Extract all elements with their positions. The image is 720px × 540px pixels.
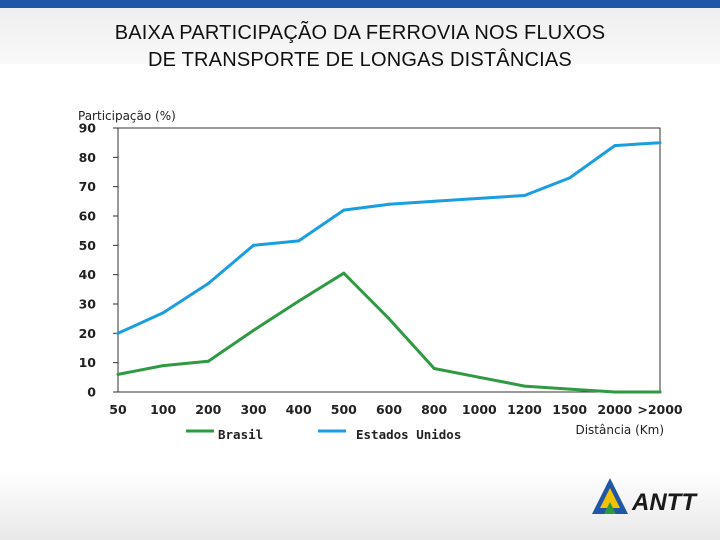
y-tick-label: 70 bbox=[79, 179, 97, 194]
x-tick-label: 800 bbox=[421, 402, 447, 417]
antt-logo: ANTT bbox=[590, 474, 702, 523]
legend-label: Estados Unidos bbox=[356, 427, 461, 442]
data-point-estados-unidos bbox=[568, 176, 572, 180]
data-point-brasil bbox=[432, 367, 436, 371]
data-point-brasil bbox=[252, 328, 255, 332]
data-point-estados-unidos bbox=[613, 144, 617, 148]
data-point-brasil bbox=[342, 271, 346, 275]
y-tick-label: 90 bbox=[79, 121, 97, 136]
data-point-brasil bbox=[297, 299, 301, 303]
data-point-brasil bbox=[568, 387, 572, 391]
y-tick-label: 60 bbox=[79, 209, 97, 224]
data-point-estados-unidos bbox=[658, 141, 662, 145]
data-point-estados-unidos bbox=[116, 331, 120, 335]
y-tick-label: 80 bbox=[79, 150, 97, 165]
data-point-brasil bbox=[523, 384, 526, 388]
logo-triangle-yellow bbox=[600, 488, 620, 508]
x-tick-label: 200 bbox=[195, 402, 221, 417]
slide-title-line-1: BAIXA PARTICIPAÇÃO DA FERROVIA NOS FLUXO… bbox=[114, 22, 606, 44]
data-point-estados-unidos bbox=[387, 202, 391, 206]
data-point-estados-unidos bbox=[161, 311, 165, 315]
data-point-brasil bbox=[206, 359, 210, 363]
x-tick-label: 1500 bbox=[552, 402, 587, 417]
x-tick-label: 400 bbox=[286, 402, 312, 417]
data-point-estados-unidos bbox=[523, 193, 526, 197]
logo-text: ANTT bbox=[631, 489, 698, 516]
slide-title-line-2: DE TRANSPORTE DE LONGAS DISTÂNCIAS bbox=[148, 49, 572, 71]
header-band bbox=[0, 8, 720, 64]
x-tick-label: 1000 bbox=[462, 402, 497, 417]
y-tick-label: 30 bbox=[79, 297, 97, 312]
data-point-estados-unidos bbox=[477, 196, 481, 200]
data-point-estados-unidos bbox=[297, 239, 301, 243]
x-tick-label: 600 bbox=[376, 402, 402, 417]
x-tick-label: 1200 bbox=[507, 402, 542, 417]
series-line-estados-unidos bbox=[116, 141, 662, 335]
data-point-brasil bbox=[477, 375, 481, 379]
plot-frame bbox=[117, 127, 661, 393]
x-tick-label: 500 bbox=[331, 402, 357, 417]
data-point-estados-unidos bbox=[252, 243, 255, 247]
slide-title: BAIXA PARTICIPAÇÃO DA FERROVIA NOS FLUXO… bbox=[0, 20, 720, 74]
data-point-brasil bbox=[161, 364, 165, 368]
x-tick-label: 50 bbox=[109, 402, 127, 417]
y-tick-label: 50 bbox=[79, 238, 97, 253]
data-point-brasil bbox=[613, 390, 617, 394]
x-tick-label: >2000 bbox=[637, 402, 683, 417]
data-point-brasil bbox=[658, 390, 662, 394]
top-accent-bar bbox=[0, 0, 720, 8]
data-point-brasil bbox=[116, 372, 120, 376]
x-axis-label: Distância (Km) bbox=[575, 423, 664, 437]
y-tick-label: 40 bbox=[79, 267, 97, 282]
y-tick-label: 20 bbox=[79, 326, 97, 341]
logo-triangle-green bbox=[604, 502, 616, 514]
y-tick-label: 10 bbox=[79, 355, 97, 370]
data-point-estados-unidos bbox=[432, 199, 436, 203]
x-tick-label: 100 bbox=[150, 402, 176, 417]
y-tick-label: 0 bbox=[87, 385, 96, 400]
data-point-estados-unidos bbox=[342, 208, 346, 212]
data-point-brasil bbox=[387, 317, 391, 321]
x-tick-label: 2000 bbox=[597, 402, 632, 417]
y-axis-label: Participação (%) bbox=[78, 109, 176, 123]
x-tick-label: 300 bbox=[240, 402, 266, 417]
legend-label: Brasil bbox=[218, 427, 263, 442]
data-point-estados-unidos bbox=[206, 281, 210, 285]
